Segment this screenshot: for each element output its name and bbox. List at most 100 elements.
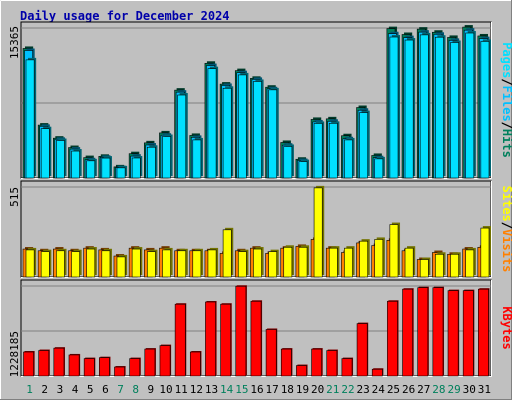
bar-sites-day-2 [40,249,52,278]
bar-pages-day-5 [86,158,97,179]
bar-sites-day-3 [56,248,67,278]
bar-sites-day-1 [25,247,37,278]
bar-sites-day-18 [283,245,294,278]
bar-sites-day-10 [162,247,173,278]
bar-pages-day-14 [222,86,234,179]
bar-kbytes-day-16 [250,300,263,377]
panel-3: 1228185 KBytes [8,279,512,377]
bar-pages-day-8-face [131,157,141,179]
bar-kbytes-day-12-face [189,351,201,377]
bar-sites-day-4 [71,249,82,278]
bar-pages-day-31 [480,39,491,179]
bar-kbytes-day-31 [478,288,490,377]
panel-3-y-tick-label: 1228185 [8,331,21,377]
bar-kbytes-day-7-face [114,366,125,377]
bar-sites-day-16-face [253,248,262,278]
x-label-day-5: 5 [87,383,94,396]
x-label-day-20: 20 [311,383,324,396]
bar-sites-day-15-face [237,251,247,278]
bar-sites-day-6-face [101,250,111,278]
bar-kbytes-day-19 [296,364,308,377]
bar-sites-day-30 [465,247,476,278]
x-label-day-13: 13 [205,383,218,396]
bar-pages-day-11-face [177,94,187,179]
bar-kbytes-day-17-face [265,329,277,377]
bar-kbytes-day-25-face [387,300,398,377]
bar-sites-day-29 [450,252,461,278]
bar-kbytes-day-26 [402,288,414,377]
bar-kbytes-day-12 [189,351,202,377]
bar-kbytes-day-22-face [341,358,353,377]
bar-kbytes-day-8-face [129,358,141,377]
bar-pages-day-7-face [116,167,126,179]
bar-kbytes-day-1 [23,351,35,377]
bar-kbytes-day-30 [462,289,475,377]
bar-sites-day-17 [268,249,279,278]
bar-sites-day-5-face [86,248,96,278]
x-label-day-25: 25 [387,383,400,396]
bar-pages-day-23 [359,110,370,179]
bar-pages-day-20 [313,121,325,179]
bar-pages-day-8 [131,155,143,179]
bar-pages-day-12 [192,137,203,179]
bar-pages-day-30 [465,31,476,179]
x-label-day-15: 15 [235,383,248,396]
x-label-day-10: 10 [159,383,172,396]
x-label-day-30: 30 [463,383,476,396]
bar-sites-day-17-face [268,251,278,278]
bar-kbytes-day-4 [68,353,81,377]
chart-panels: 15365Pages/Files/Hits515Sites/Visits1228… [8,21,512,377]
x-label-day-2: 2 [41,383,48,396]
bar-pages-day-15-face [237,74,247,179]
bar-pages-day-4-face [71,150,80,179]
bar-kbytes-day-31-face [478,288,489,377]
bar-sites-day-24-face [374,239,384,278]
bar-sites-day-26-face [404,247,414,278]
bar-sites-day-6 [101,248,112,278]
bar-pages-day-26 [404,38,416,179]
x-label-day-24: 24 [372,383,386,396]
bar-sites-day-12 [192,248,203,278]
bar-pages-day-17-face [268,89,278,179]
bar-kbytes-day-21-face [326,350,338,377]
bar-sites-day-28 [435,252,446,278]
bar-kbytes-day-20 [311,348,323,377]
bar-kbytes-day-10 [159,344,172,377]
bar-sites-day-4-face [71,251,80,278]
bar-pages-day-27-face [419,34,429,179]
bar-sites-day-22-face [344,247,353,278]
bar-kbytes-day-15-face [235,285,247,377]
bar-kbytes-day-15 [235,285,247,377]
bar-kbytes-day-13-face [205,301,216,377]
panel-2-bars [22,185,491,278]
bar-pages-day-14-face [222,87,232,179]
bar-kbytes-day-5-face [83,358,95,377]
bar-sites-day-19-face [298,246,308,278]
bar-pages-day-11 [177,93,188,179]
bar-pages-day-19-face [298,161,308,179]
bar-sites-day-21 [328,246,340,278]
x-label-day-3: 3 [57,383,64,396]
panel-1-y-tick-label: 15365 [8,26,21,59]
bar-sites-day-19 [298,245,310,278]
bar-kbytes-day-20-face [311,348,323,377]
bar-sites-day-23 [359,239,370,278]
bar-kbytes-day-17 [265,328,278,377]
bar-sites-day-13-face [207,249,217,278]
bar-sites-day-8 [131,247,143,278]
x-label-day-8: 8 [132,383,139,396]
bar-sites-day-20 [313,185,325,278]
bar-kbytes-day-16-face [250,300,262,377]
bar-pages-day-23-face [359,112,369,179]
bar-pages-day-5-face [86,160,96,179]
bar-kbytes-day-14 [220,303,232,377]
bar-pages-day-7 [116,165,128,179]
bar-sites-day-1-face [25,249,35,278]
bar-kbytes-day-3-face [53,347,65,377]
bar-kbytes-day-22 [341,357,354,377]
x-label-day-23: 23 [357,383,370,396]
bar-sites-day-24 [374,237,385,278]
bar-pages-day-16 [253,79,264,179]
